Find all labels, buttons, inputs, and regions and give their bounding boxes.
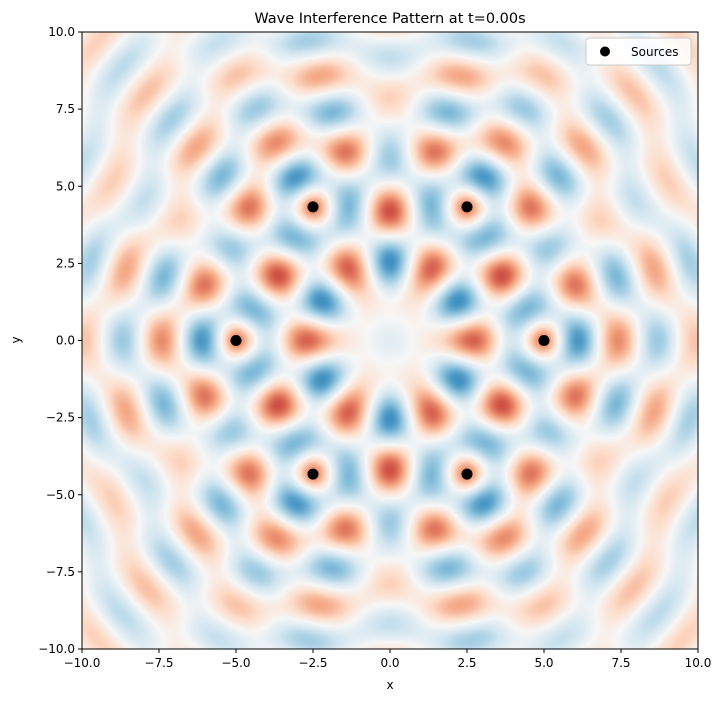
x-tick-label: 7.5 <box>611 656 630 670</box>
y-tick-label: −2.5 <box>46 411 75 425</box>
source-point-4 <box>230 335 242 346</box>
y-tick-label: 2.5 <box>56 256 75 270</box>
plot-frame <box>81 31 699 650</box>
source-point-5 <box>307 468 319 480</box>
x-tick-label: 5.0 <box>534 656 553 670</box>
y-tick-label: −5.0 <box>46 488 75 502</box>
x-tick-label: 10.0 <box>685 656 712 670</box>
x-tick-label: 0.0 <box>380 656 399 670</box>
sources-layer <box>230 201 550 480</box>
y-tick-label: −7.5 <box>46 565 75 579</box>
source-point-1 <box>538 335 550 346</box>
x-axis-label: x <box>386 678 393 692</box>
x-tick-label: −10.0 <box>64 656 101 670</box>
x-tick-label: −2.5 <box>298 656 327 670</box>
y-ticks: −10.0 −7.5 −5.0 −2.5 0.0 2.5 5.0 7.5 10.0 <box>38 25 82 656</box>
y-axis-label: y <box>9 336 23 343</box>
x-ticks: −10.0 −7.5 −5.0 −2.5 0.0 2.5 5.0 7.5 10.0 <box>64 649 712 670</box>
source-point-2 <box>461 201 473 213</box>
y-tick-label: 5.0 <box>56 179 75 193</box>
legend-marker <box>600 46 610 57</box>
chart-title: Wave Interference Pattern at t=0.00s <box>254 11 525 27</box>
y-tick-label: 7.5 <box>56 102 75 116</box>
source-point-6 <box>461 468 473 480</box>
y-tick-label: 10.0 <box>48 25 75 39</box>
y-tick-label: 0.0 <box>56 334 75 348</box>
legend-label-sources: Sources <box>631 45 678 59</box>
legend-box <box>585 37 692 66</box>
interference-heatmap <box>82 32 698 649</box>
y-tick-label: −10.0 <box>38 642 75 656</box>
x-tick-label: −5.0 <box>221 656 250 670</box>
legend: Sources <box>585 37 692 66</box>
x-tick-label: −7.5 <box>144 656 173 670</box>
source-point-3 <box>307 201 319 213</box>
x-tick-label: 2.5 <box>457 656 476 670</box>
